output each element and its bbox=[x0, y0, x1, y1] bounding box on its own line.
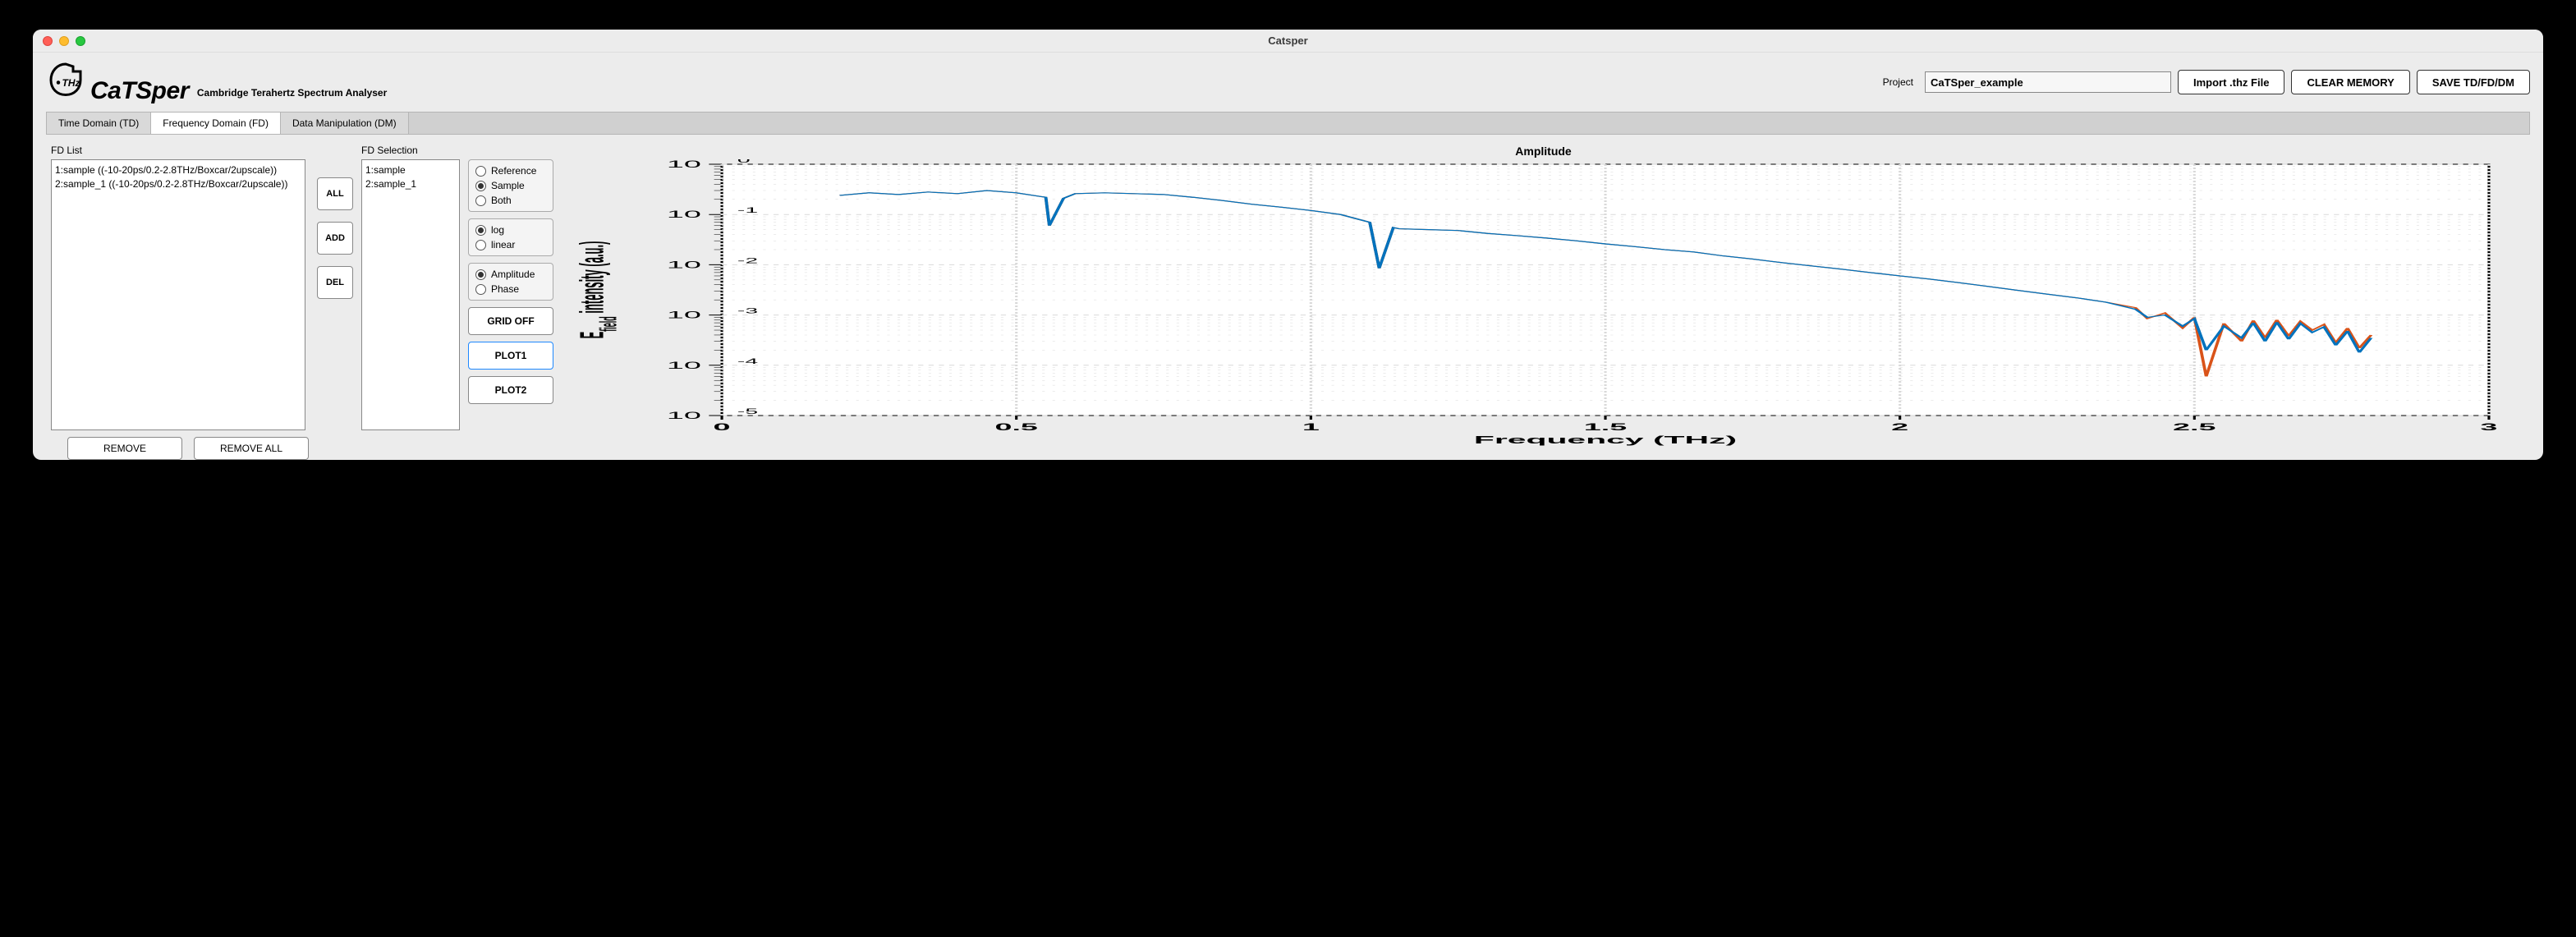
svg-text:10: 10 bbox=[667, 159, 701, 170]
add-button[interactable]: ADD bbox=[317, 222, 353, 255]
svg-text:0: 0 bbox=[714, 421, 731, 432]
plot1-button[interactable]: PLOT1 bbox=[468, 342, 553, 370]
svg-text:THz: THz bbox=[62, 77, 80, 89]
svg-text:0.5: 0.5 bbox=[994, 421, 1037, 432]
remove-all-button[interactable]: REMOVE ALL bbox=[194, 437, 309, 460]
svg-text:10: 10 bbox=[667, 310, 701, 320]
svg-text:-5: -5 bbox=[737, 407, 758, 416]
close-icon[interactable] bbox=[43, 36, 53, 46]
radio-icon bbox=[475, 240, 486, 250]
radio-label: Sample bbox=[491, 180, 525, 191]
svg-text:10: 10 bbox=[667, 360, 701, 370]
amplitude-chart: 10 -5 10 -4 10 -3 10 -2 10 -1 10 0 0 0.5 1 1.5 2 2.5 3 Freq… bbox=[562, 159, 2525, 447]
radio-icon bbox=[475, 284, 486, 295]
radio-label: log bbox=[491, 224, 504, 236]
project-input[interactable] bbox=[1925, 71, 2171, 93]
svg-text:Efield intensity (a.u.): Efield intensity (a.u.) bbox=[574, 241, 621, 339]
fd-list[interactable]: 1:sample ((-10-20ps/0.2-2.8THz/Boxcar/2u… bbox=[51, 159, 305, 430]
radio-label: linear bbox=[491, 239, 515, 250]
radio-icon bbox=[475, 195, 486, 206]
maximize-icon[interactable] bbox=[76, 36, 85, 46]
tab-bar: Time Domain (TD)Frequency Domain (FD)Dat… bbox=[46, 112, 2530, 135]
tab-data-manipulation-dm-[interactable]: Data Manipulation (DM) bbox=[281, 113, 409, 134]
remove-button[interactable]: REMOVE bbox=[67, 437, 182, 460]
svg-text:1.5: 1.5 bbox=[1584, 421, 1627, 432]
radio-phase[interactable]: Phase bbox=[475, 283, 546, 295]
svg-text:10: 10 bbox=[667, 260, 701, 270]
list-item[interactable]: 2:sample_1 ((-10-20ps/0.2-2.8THz/Boxcar/… bbox=[55, 177, 301, 191]
svg-text:-4: -4 bbox=[737, 357, 759, 365]
app-subtitle: Cambridge Terahertz Spectrum Analyser bbox=[197, 87, 387, 99]
svg-text:10: 10 bbox=[667, 209, 701, 219]
svg-text:3: 3 bbox=[2480, 421, 2497, 432]
app-name: CaTSper bbox=[90, 77, 189, 105]
clear-memory-button[interactable]: CLEAR MEMORY bbox=[2291, 70, 2409, 94]
fd-selection-list[interactable]: 1:sample2:sample_1 bbox=[361, 159, 460, 430]
svg-text:-1: -1 bbox=[737, 206, 758, 214]
minimize-icon[interactable] bbox=[59, 36, 69, 46]
svg-text:0: 0 bbox=[737, 159, 751, 164]
svg-text:Frequency (THz): Frequency (THz) bbox=[1474, 434, 1737, 446]
radio-icon bbox=[475, 225, 486, 236]
titlebar: Catsper bbox=[33, 30, 2543, 53]
radio-both[interactable]: Both bbox=[475, 195, 546, 206]
save-button[interactable]: SAVE TD/FD/DM bbox=[2417, 70, 2530, 94]
window-title: Catsper bbox=[1268, 34, 1307, 47]
radio-sample[interactable]: Sample bbox=[475, 180, 546, 191]
fd-selection-label: FD Selection bbox=[361, 145, 460, 156]
svg-text:2.5: 2.5 bbox=[2173, 421, 2216, 432]
import-button[interactable]: Import .thz File bbox=[2178, 70, 2284, 94]
radio-icon bbox=[475, 166, 486, 177]
radio-amplitude[interactable]: Amplitude bbox=[475, 269, 546, 280]
app-window: Catsper THz CaTSper Cambridge Terahertz … bbox=[33, 30, 2543, 460]
tab-time-domain-td-[interactable]: Time Domain (TD) bbox=[47, 113, 151, 134]
list-item[interactable]: 1:sample bbox=[365, 163, 456, 177]
radio-label: Phase bbox=[491, 283, 519, 295]
all-button[interactable]: ALL bbox=[317, 177, 353, 210]
app-logo-icon: THz bbox=[46, 59, 85, 99]
radio-label: Amplitude bbox=[491, 269, 535, 280]
plot2-button[interactable]: PLOT2 bbox=[468, 376, 553, 404]
grid-off-button[interactable]: GRID OFF bbox=[468, 307, 553, 335]
del-button[interactable]: DEL bbox=[317, 266, 353, 299]
svg-text:2: 2 bbox=[1891, 421, 1908, 432]
fd-list-label: FD List bbox=[51, 145, 309, 156]
chart-title: Amplitude bbox=[562, 145, 2525, 158]
source-radio-group: Reference Sample Both bbox=[468, 159, 553, 212]
svg-text:10: 10 bbox=[667, 410, 701, 420]
list-item[interactable]: 1:sample ((-10-20ps/0.2-2.8THz/Boxcar/2u… bbox=[55, 163, 301, 177]
radio-label: Reference bbox=[491, 165, 536, 177]
list-item[interactable]: 2:sample_1 bbox=[365, 177, 456, 191]
radio-icon bbox=[475, 181, 486, 191]
svg-text:-3: -3 bbox=[737, 307, 758, 315]
radio-reference[interactable]: Reference bbox=[475, 165, 546, 177]
value-radio-group: Amplitude Phase bbox=[468, 263, 553, 301]
radio-label: Both bbox=[491, 195, 512, 206]
svg-text:-2: -2 bbox=[737, 257, 758, 265]
radio-icon bbox=[475, 269, 486, 280]
radio-linear[interactable]: linear bbox=[475, 239, 546, 250]
project-label: Project bbox=[1883, 76, 1913, 88]
scale-radio-group: log linear bbox=[468, 218, 553, 256]
svg-text:1: 1 bbox=[1302, 421, 1320, 432]
tab-frequency-domain-fd-[interactable]: Frequency Domain (FD) bbox=[151, 113, 281, 134]
radio-log[interactable]: log bbox=[475, 224, 546, 236]
